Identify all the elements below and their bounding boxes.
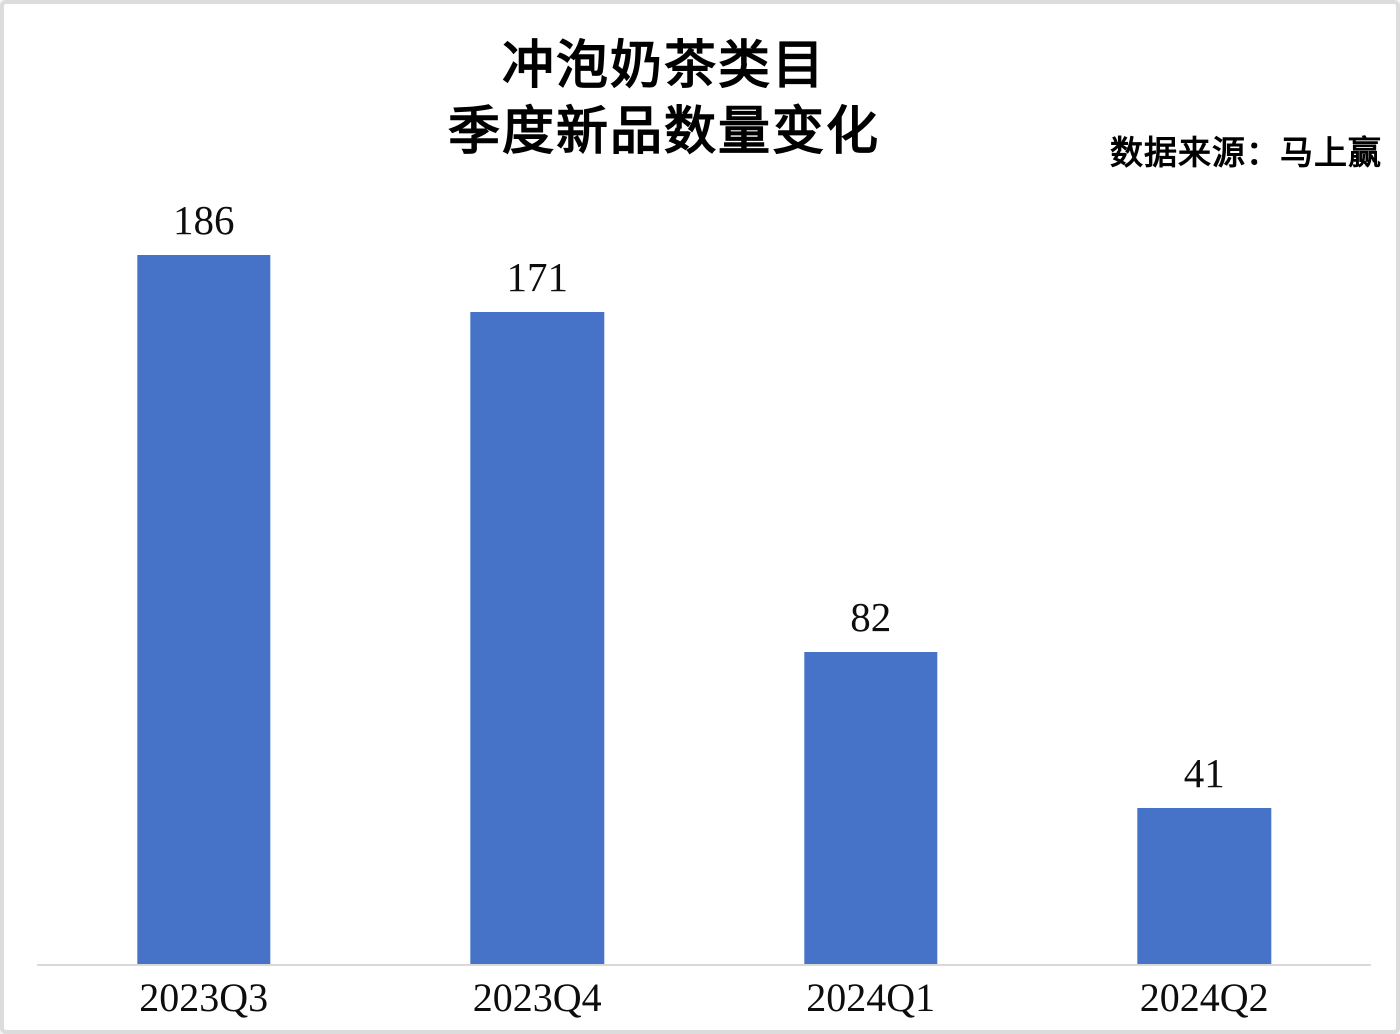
bar-value-label-2023Q3: 186 [173,197,235,243]
bar-2024Q2 [1137,808,1271,964]
chart-title-line2: 季度新品数量变化 [447,104,880,162]
bar-value-label-2024Q1: 82 [850,594,892,640]
chart-title: 冲泡奶茶类目 季度新品数量变化 [4,34,1324,166]
bar-2023Q3 [137,255,271,964]
x-tick-label-2023Q3: 2023Q3 [139,975,269,1020]
plot-area: 186 171 82 41 [37,200,1372,966]
x-tick-label-2024Q2: 2024Q2 [1139,975,1269,1020]
bar-value-label-2023Q4: 171 [506,254,569,300]
x-axis-labels: 2023Q3 2023Q4 2024Q1 2024Q2 [37,978,1371,1018]
bar-slot-2024Q2: 41 [1038,204,1372,964]
x-tick-label-2024Q1: 2024Q1 [806,975,936,1020]
data-source-label: 数据来源：马上赢 [1110,136,1382,172]
x-tick-label-2023Q4: 2023Q4 [472,975,602,1020]
chart-title-line1: 冲泡奶茶类目 [501,38,826,95]
bar-slot-2023Q4: 171 [371,204,705,964]
bar-slot-2024Q1: 82 [704,204,1038,964]
bar-slot-2023Q3: 186 [37,200,371,964]
bar-2023Q4 [470,312,604,964]
bar-2024Q1 [804,652,938,964]
bar-value-label-2024Q2: 41 [1183,750,1225,796]
